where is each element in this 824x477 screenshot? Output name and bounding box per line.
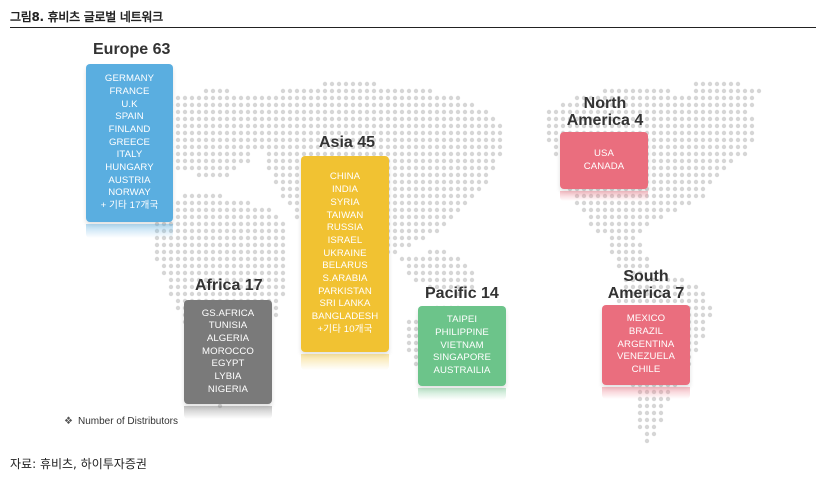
region-box-south-america-reflection bbox=[602, 387, 690, 399]
region-label-europe: Europe 63 bbox=[93, 41, 171, 58]
country-item: PARKISTAN bbox=[318, 285, 372, 297]
country-item: GS.AFRICA bbox=[201, 307, 255, 319]
country-item: ITALY bbox=[116, 149, 143, 161]
country-item: CHILE bbox=[631, 364, 661, 376]
region-label-south-america: South America 7 bbox=[596, 268, 696, 302]
region-box-europe: GERMANY FRANCE U.K SPAIN FINLAND GREECE ITALY H… bbox=[86, 64, 173, 222]
country-item: ARGENTINA bbox=[617, 338, 675, 350]
country-item: SRI LANKA bbox=[319, 298, 371, 310]
region-box-north-america-reflection bbox=[560, 191, 648, 201]
country-item: USA bbox=[593, 147, 615, 159]
legend-bullet-icon: ❖ bbox=[64, 416, 73, 427]
region-label-south-america-line2: America 7 bbox=[607, 285, 685, 302]
country-item: VIETNAM bbox=[440, 339, 484, 351]
figure-title: 그림8. 휴비츠 글로벌 네트워크 bbox=[10, 10, 163, 24]
country-item: SINGAPORE bbox=[433, 352, 491, 364]
region-label-north-america: North America 4 bbox=[556, 95, 654, 129]
country-item: AUSTRAILIA bbox=[433, 365, 491, 377]
country-item: MEXICO bbox=[626, 313, 666, 325]
country-item: GREECE bbox=[108, 136, 151, 148]
country-item: EGYPT bbox=[211, 358, 245, 370]
country-item: U.K bbox=[121, 98, 138, 110]
region-box-pacific: TAIPEI PHILIPPINE VIETNAM SINGAPORE AUSTRAIL… bbox=[418, 306, 506, 386]
country-item: FINLAND bbox=[108, 123, 151, 135]
region-box-south-america: MEXICO BRAZIL ARGENTINA VENEZUELA CHILE bbox=[602, 305, 690, 385]
region-box-asia-reflection bbox=[301, 354, 389, 370]
country-item: CHINA bbox=[329, 171, 361, 183]
country-item: ALGERIA bbox=[206, 332, 250, 344]
country-item: +기타 10개국 bbox=[317, 323, 373, 335]
legend: ❖ Number of Distributors bbox=[64, 416, 178, 427]
country-item: NIGERIA bbox=[207, 383, 249, 395]
region-label-south-america-line1: South bbox=[623, 268, 669, 285]
country-item: BANGLADESH bbox=[311, 311, 379, 323]
country-item: BRAZIL bbox=[628, 325, 664, 337]
country-item: HUNGARY bbox=[105, 162, 154, 174]
country-item: SYRIA bbox=[330, 196, 360, 208]
country-item: TUNISIA bbox=[208, 320, 248, 332]
country-item: TAIWAN bbox=[326, 209, 364, 221]
region-label-north-america-line1: North bbox=[583, 95, 627, 112]
legend-text: Number of Distributors bbox=[77, 416, 178, 427]
region-box-north-america: USA CANADA bbox=[560, 132, 648, 189]
region-label-north-america-line2: America 4 bbox=[566, 112, 644, 129]
country-item: + 기타 17개국 bbox=[100, 200, 159, 212]
region-box-pacific-reflection bbox=[418, 388, 506, 400]
source-note: 자료: 휴비츠, 하이투자증권 bbox=[10, 457, 147, 471]
country-item: FRANCE bbox=[109, 85, 150, 97]
country-item: UKRAINE bbox=[323, 247, 367, 259]
country-item: RUSSIA bbox=[326, 222, 364, 234]
region-box-africa: GS.AFRICA TUNISIA ALGERIA MOROCCO EGYPT LYBIA… bbox=[184, 300, 272, 404]
country-item: BELARUS bbox=[322, 260, 368, 272]
region-label-pacific: Pacific 14 bbox=[425, 285, 499, 302]
title-rule bbox=[10, 27, 816, 28]
country-item: S.ARABIA bbox=[322, 273, 368, 285]
country-item: SPAIN bbox=[115, 111, 144, 123]
country-item: INDIA bbox=[331, 184, 359, 196]
country-item: AUSTRIA bbox=[108, 174, 151, 186]
region-box-europe-reflection bbox=[86, 224, 173, 238]
country-item: NORWAY bbox=[108, 187, 151, 199]
country-item: MOROCCO bbox=[202, 345, 254, 357]
region-box-asia: CHINA INDIA SYRIA TAIWAN RUSSIA ISRAEL UKRAINE… bbox=[301, 156, 389, 352]
region-box-africa-reflection bbox=[184, 406, 272, 419]
country-item: ISRAEL bbox=[327, 234, 363, 246]
region-label-africa: Africa 17 bbox=[195, 277, 263, 294]
country-item: GERMANY bbox=[104, 73, 155, 85]
region-label-asia: Asia 45 bbox=[319, 134, 376, 151]
country-item: VENEZUELA bbox=[617, 351, 675, 363]
country-item: PHILIPPINE bbox=[435, 326, 489, 338]
country-item: TAIPEI bbox=[446, 314, 478, 326]
country-item: CANADA bbox=[583, 160, 625, 172]
country-item: LYBIA bbox=[214, 371, 242, 383]
